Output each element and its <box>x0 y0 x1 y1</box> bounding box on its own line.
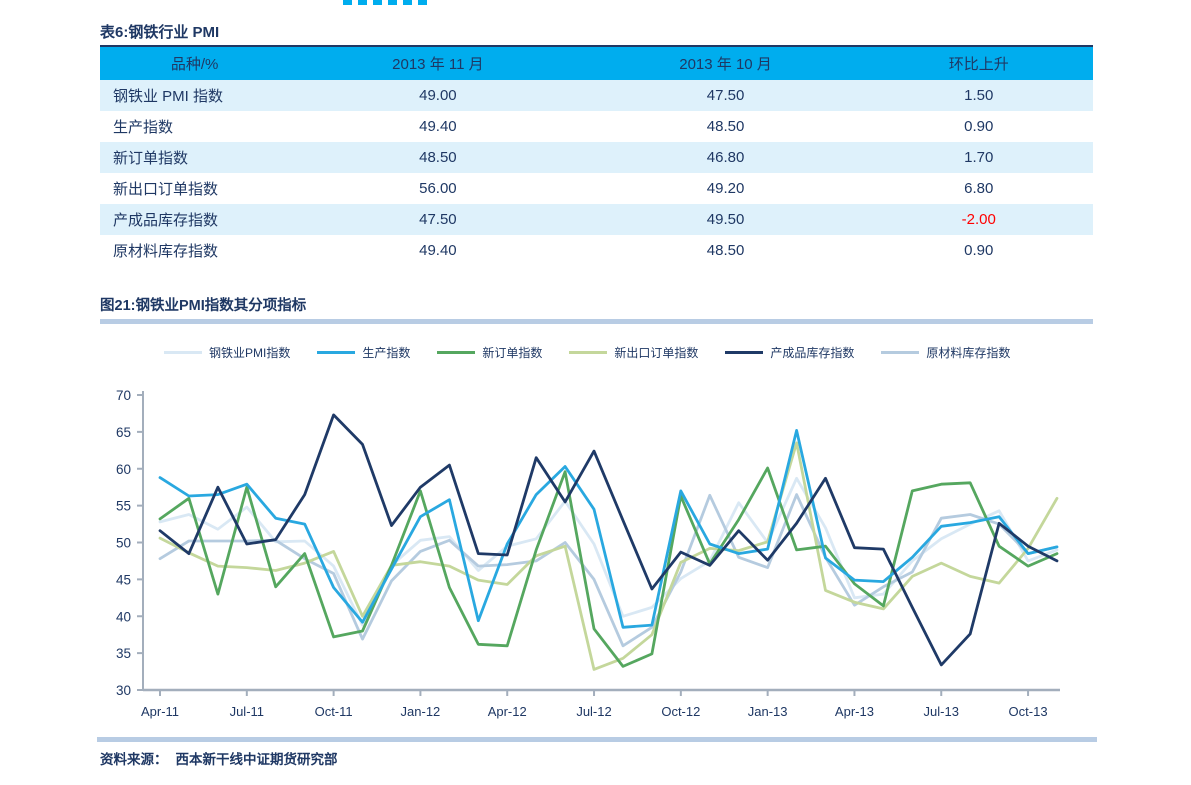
x-tick-label: Oct-13 <box>1009 704 1048 719</box>
value-cell: 49.50 <box>706 211 745 228</box>
clipped-page-header-fragment <box>343 0 429 5</box>
x-tick-label: Apr-13 <box>835 704 874 719</box>
y-tick-label: 70 <box>116 388 131 403</box>
steel-pmi-table: 品种/% 2013 年 11 月 2013 年 10 月环比上升 钢铁业 PMI 指… <box>100 47 1093 266</box>
legend-label: 新出口订单指数 <box>614 345 699 360</box>
legend-item: 新订单指数 <box>437 344 542 361</box>
row-name-cell: 钢铁业 PMI 指数 <box>113 88 224 105</box>
value-cell: 0.90 <box>964 242 994 259</box>
table-title: 表6:钢铁行业 PMI <box>100 24 1093 47</box>
value-cell: 1.50 <box>964 87 994 104</box>
legend-swatch <box>881 350 920 354</box>
value-cell: 49.40 <box>419 118 457 135</box>
source-text: 西本新干线中证期货研究部 <box>175 752 338 767</box>
table-row: 新订单指数 48.50 46.80 1.70 <box>100 142 1093 173</box>
legend-item: 原材料库存指数 <box>881 344 1010 361</box>
source-note: 资料来源： 西本新干线中证期货研究部 <box>100 748 338 768</box>
row-name-cell: 生产指数 <box>113 119 174 136</box>
source-label: 资料来源： <box>100 752 168 767</box>
column-header: 2013 年 10 月 <box>586 47 865 80</box>
value-cell: 46.80 <box>706 149 745 166</box>
x-tick-label: Jan-12 <box>401 704 441 719</box>
y-tick-label: 65 <box>116 425 131 440</box>
y-tick-label: 55 <box>116 499 131 514</box>
x-tick-label: Jan-13 <box>748 704 788 719</box>
value-cell: 56.00 <box>419 180 457 197</box>
pmi-table-block: 表6:钢铁行业 PMI 品种/% 2013 年 11 月 2013 年 10 月环比… <box>100 24 1093 266</box>
table-row: 钢铁业 PMI 指数 49.00 47.50 1.50 <box>100 80 1093 111</box>
legend-label: 原材料库存指数 <box>926 345 1011 360</box>
table-row: 新出口订单指数 56.00 49.20 6.80 <box>100 173 1093 204</box>
x-tick-label: Oct-12 <box>661 704 700 719</box>
legend-item: 新出口订单指数 <box>569 344 698 361</box>
row-name-cell: 原材料库存指数 <box>113 243 219 260</box>
legend-swatch <box>725 350 764 354</box>
legend-label: 生产指数 <box>362 345 411 360</box>
y-tick-label: 35 <box>116 646 131 661</box>
series-line-3 <box>158 441 1059 671</box>
value-cell: 48.50 <box>706 118 745 135</box>
row-name-cell: 新出口订单指数 <box>113 181 219 198</box>
value-cell: 47.50 <box>419 211 457 228</box>
value-cell: 48.50 <box>706 242 745 259</box>
y-tick-label: 30 <box>116 683 131 698</box>
y-tick-label: 50 <box>116 536 131 551</box>
legend-item: 钢铁业PMI指数 <box>164 344 290 361</box>
row-name-cell: 产成品库存指数 <box>113 212 219 229</box>
value-cell: 1.70 <box>964 149 994 166</box>
x-tick-label: Apr-12 <box>488 704 527 719</box>
series-line-1 <box>158 429 1059 629</box>
value-cell: 6.80 <box>964 180 994 197</box>
x-tick-label: Apr-11 <box>141 704 179 719</box>
x-tick-label: Oct-11 <box>315 704 353 719</box>
table-header-row: 品种/% 2013 年 11 月 2013 年 10 月环比上升 <box>100 47 1093 80</box>
figure-title: 图21:钢铁业PMI指数其分项指标 <box>100 298 307 314</box>
column-header: 2013 年 11 月 <box>289 47 587 80</box>
figure-title-underline <box>100 319 1093 324</box>
value-cell: 0.90 <box>964 118 994 135</box>
x-tick-label: Jul-12 <box>576 704 611 719</box>
row-name-cell: 新订单指数 <box>113 150 189 167</box>
y-tick-label: 60 <box>116 462 131 477</box>
legend-label: 钢铁业PMI指数 <box>209 345 291 360</box>
y-tick-label: 40 <box>116 609 131 624</box>
table-row: 原材料库存指数 49.40 48.50 0.90 <box>100 235 1093 266</box>
legend-item: 生产指数 <box>317 344 410 361</box>
y-tick-label: 45 <box>116 572 131 587</box>
legend-swatch <box>437 350 476 354</box>
column-header: 品种/% <box>100 47 290 80</box>
legend-swatch <box>317 350 356 354</box>
pmi-line-chart: 30 35 40 45 50 55 60 65 70 Apr-11 Jul-11 Oct-11 Jan-… <box>116 388 1060 719</box>
legend-label: 新订单指数 <box>482 345 543 360</box>
value-cell: 48.50 <box>419 149 457 166</box>
value-cell: 49.40 <box>419 242 457 259</box>
legend-swatch <box>569 350 608 354</box>
column-header: 环比上升 <box>864 47 1093 80</box>
value-cell: 49.00 <box>419 87 457 104</box>
chart-legend: 钢铁业PMI指数 生产指数 新订单指数 新出口订单指数 产成品库存指数 原材料库存指数 <box>164 343 1124 361</box>
legend-item: 产成品库存指数 <box>725 344 854 361</box>
table-row: 生产指数 49.40 48.50 0.90 <box>100 111 1093 142</box>
value-cell: -2.00 <box>961 211 996 228</box>
legend-swatch <box>164 350 202 354</box>
figure-bottom-rule <box>97 737 1097 742</box>
x-tick-label: Jul-13 <box>924 704 959 719</box>
legend-label: 产成品库存指数 <box>770 345 855 360</box>
series-line-4 <box>158 413 1059 667</box>
table-row: 产成品库存指数 47.50 49.50 -2.00 <box>100 204 1093 235</box>
value-cell: 47.50 <box>706 87 745 104</box>
series-line-2 <box>158 466 1059 668</box>
x-tick-label: Jul-11 <box>230 704 264 719</box>
value-cell: 49.20 <box>706 180 745 197</box>
series-line-0 <box>158 476 1059 627</box>
